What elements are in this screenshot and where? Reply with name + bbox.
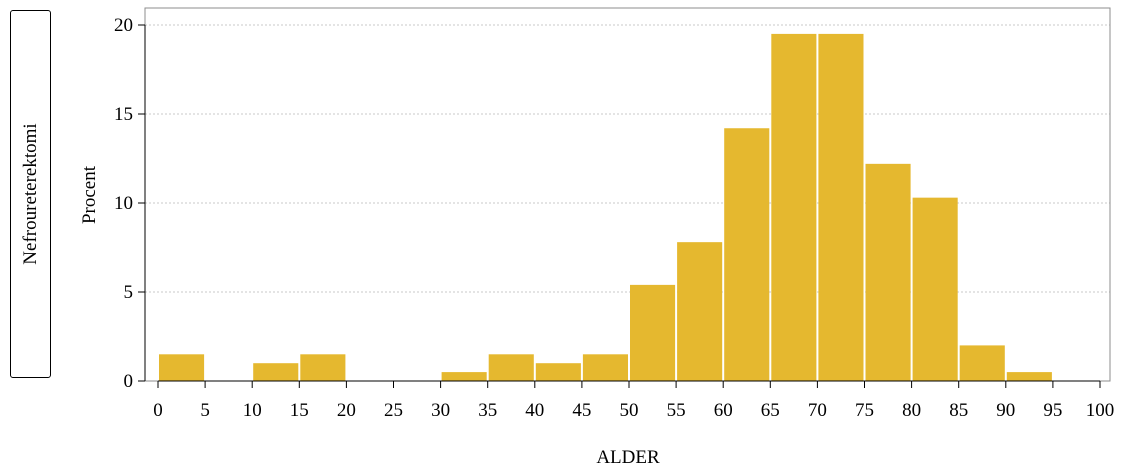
histogram-bar — [724, 128, 770, 381]
histogram-bar — [959, 345, 1005, 381]
grid-lines — [145, 24, 1110, 293]
y-tick-label: 5 — [124, 282, 134, 303]
x-tick-label: 70 — [808, 400, 827, 421]
plot-frame — [144, 7, 1111, 382]
bars — [159, 33, 1052, 382]
y-tick-label: 10 — [114, 193, 133, 214]
histogram-bar — [488, 354, 534, 381]
x-tick-label: 25 — [384, 400, 403, 421]
y-tick-label: 0 — [124, 371, 134, 392]
x-tick-label: 55 — [667, 400, 686, 421]
x-tick-label: 100 — [1086, 400, 1115, 421]
histogram-bar — [582, 354, 628, 381]
axes: 0 5 10 15 20 25 30 35 40 45 50 55 60 65 70 75 80 85 90 95 10… — [114, 15, 1114, 421]
x-tick-label: 15 — [290, 400, 309, 421]
histogram-bar — [865, 163, 911, 381]
histogram-bar — [1006, 372, 1052, 381]
x-tick-label: 65 — [761, 400, 780, 421]
histogram-bar — [535, 363, 581, 381]
x-tick-label: 10 — [243, 400, 262, 421]
histogram-bar — [441, 372, 487, 381]
x-tick-label: 0 — [153, 400, 163, 421]
x-tick-label: 35 — [478, 400, 497, 421]
x-tick-label: 90 — [996, 400, 1015, 421]
x-tick-label: 95 — [1043, 400, 1062, 421]
histogram-bar — [159, 354, 205, 381]
x-tick-label: 50 — [620, 400, 639, 421]
histogram-bar — [630, 284, 676, 381]
y-tick-label: 15 — [114, 104, 133, 125]
x-tick-label: 30 — [431, 400, 450, 421]
histogram-bar — [253, 363, 299, 381]
x-axis-title: ALDER — [596, 447, 660, 468]
y-axis-title: Procent — [79, 165, 100, 224]
x-tick-label: 85 — [949, 400, 968, 421]
y-tick-label: 20 — [114, 15, 133, 36]
histogram-bar — [300, 354, 346, 381]
x-tick-label: 60 — [714, 400, 733, 421]
histogram-bar — [771, 33, 817, 382]
x-tick-label: 45 — [572, 400, 591, 421]
histogram-bar — [912, 197, 958, 381]
x-tick-label: 20 — [337, 400, 356, 421]
histogram-bar — [677, 242, 723, 381]
x-tick-label: 80 — [902, 400, 921, 421]
x-tick-label: 75 — [855, 400, 874, 421]
x-tick-label: 5 — [200, 400, 210, 421]
panel-label-box: Nefroureterektomi — [10, 10, 51, 378]
histogram-bar — [818, 33, 864, 382]
x-tick-label: 40 — [525, 400, 544, 421]
